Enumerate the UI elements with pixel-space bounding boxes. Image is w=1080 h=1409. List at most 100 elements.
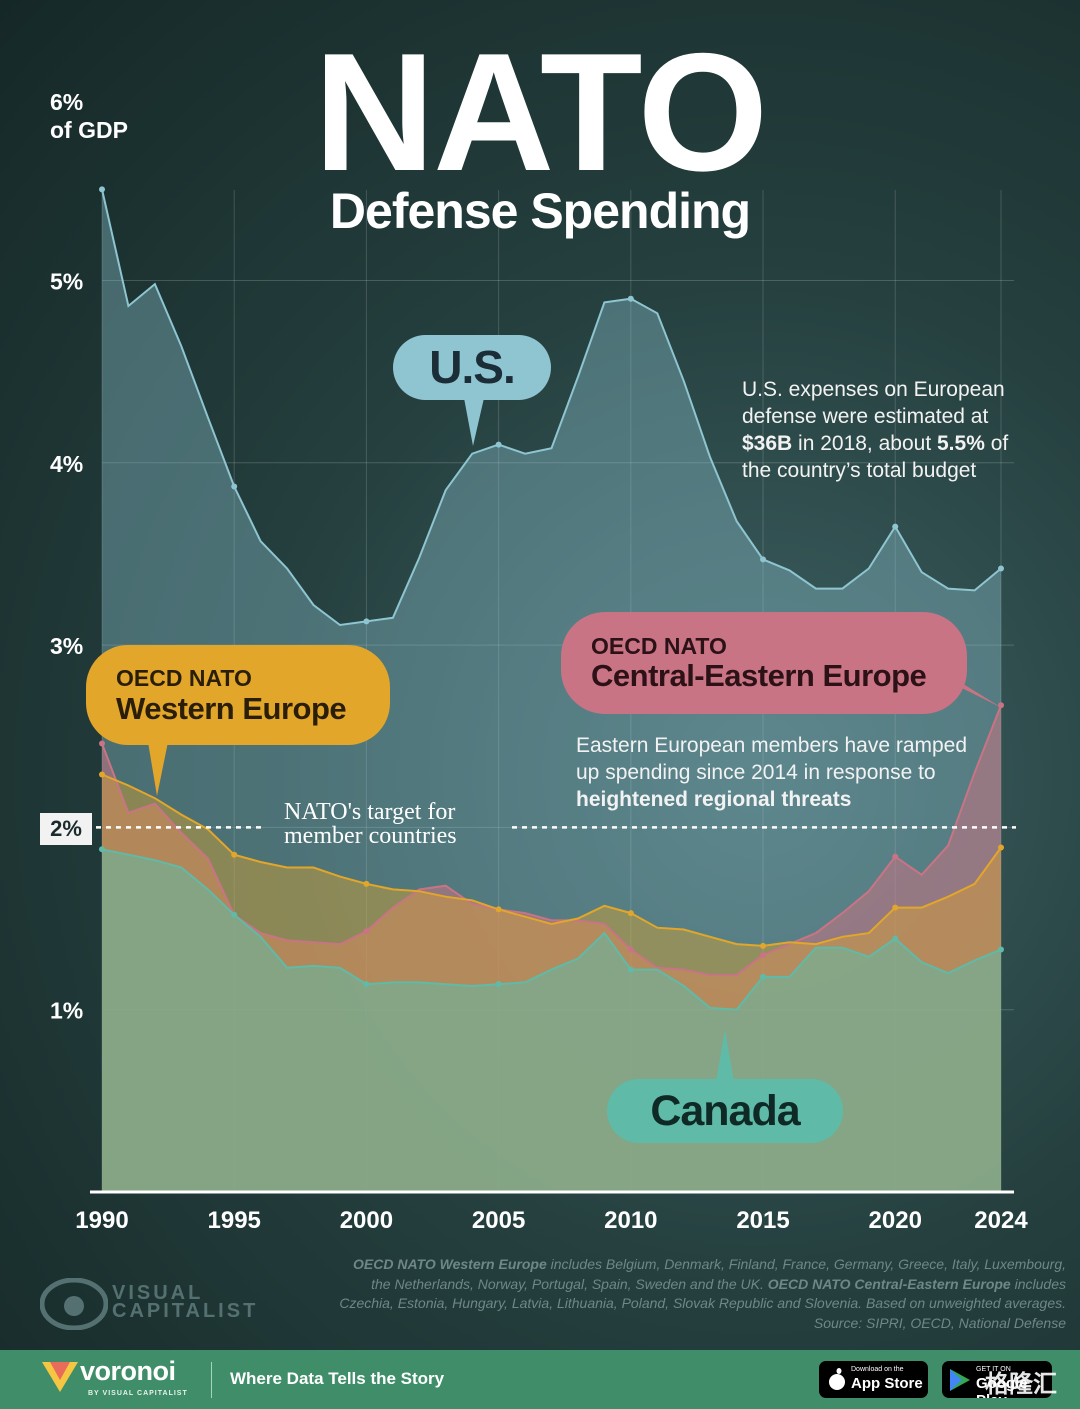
google-play-button[interactable]: GET IT ON Google Play: [942, 1361, 1052, 1398]
footnote-cee-term: OECD NATO Central-Eastern Europe: [767, 1275, 1011, 1292]
data-point: [495, 441, 502, 448]
footnote-we-term: OECD NATO Western Europe: [353, 1256, 547, 1272]
us-label-pointer: [464, 398, 484, 446]
app-store-button[interactable]: Download on the App Store: [819, 1361, 928, 1398]
cee-note-line3: heightened regional threats: [576, 786, 967, 813]
us-annotation-note: U.S. expenses on European defense were e…: [742, 376, 1008, 484]
data-point: [892, 935, 899, 942]
x-tick-label: 2010: [604, 1207, 657, 1234]
chart-points: [99, 186, 1004, 988]
cee-annotation-note: Eastern European members have ramped up …: [576, 732, 967, 813]
western-europe-label-small: OECD NATO: [116, 665, 252, 691]
us-note-line1: U.S. expenses on European: [742, 378, 1005, 401]
us-note-line2: defense were estimated at: [742, 405, 989, 428]
footnote: OECD NATO Western Europe includes Belgiu…: [286, 1255, 1066, 1333]
data-point: [99, 740, 105, 747]
target-annotation-line2: member countries: [284, 823, 457, 849]
data-point: [363, 981, 370, 988]
data-point: [231, 483, 238, 490]
y-tick-label: 4%: [50, 451, 83, 477]
target-annotation-line1: NATO's target for: [284, 799, 456, 825]
central-eastern-europe-series-label: OECD NATO Central-Eastern Europe: [561, 612, 967, 714]
visual-capitalist-logo-icon: [40, 1278, 108, 1330]
watermark-line1: VISUAL: [112, 1282, 204, 1304]
footer-bar: voronoi BY VISUAL CAPITALIST Where Data …: [0, 1350, 1080, 1409]
series-area: [102, 189, 1001, 1193]
data-point: [495, 981, 502, 988]
x-tick-label: 2005: [472, 1207, 525, 1234]
series-line: [101, 189, 1002, 627]
data-point: [627, 946, 634, 953]
us-note-line4: the country’s total budget: [742, 459, 977, 482]
footer-tagline: Where Data Tells the Story: [230, 1369, 445, 1388]
cee-label-small: OECD NATO: [591, 633, 727, 659]
cee-label-pointer: [930, 672, 1002, 708]
data-point: [363, 618, 370, 625]
us-note-amount: $36B: [742, 432, 793, 455]
google-play-label: Google Play: [976, 1375, 1028, 1398]
x-tick-label: 2015: [736, 1207, 789, 1234]
us-note-mid: in 2018, about: [792, 432, 937, 455]
data-point: [231, 851, 238, 858]
us-series-label-text: U.S.: [429, 341, 515, 393]
data-point: [998, 702, 1004, 709]
voronoi-logo-icon: [42, 1362, 78, 1392]
y-tick-label: 5%: [50, 269, 83, 295]
data-point: [760, 973, 767, 980]
data-point: [627, 910, 634, 917]
data-point: [495, 906, 502, 913]
data-point: [231, 911, 238, 918]
chart-axes: 1% 3% 4% 5% 1990 1995 2000 2005 2010 2015 2020 2024: [50, 269, 1028, 1235]
y-axis-unit-text: of GDP: [50, 117, 128, 143]
canada-series-label: Canada: [607, 1079, 843, 1143]
cee-note-line1: Eastern European members have ramped: [576, 734, 968, 757]
app-store-small-text: Download on the: [851, 1366, 904, 1373]
y-axis-unit-label: 6% of GDP: [50, 88, 128, 144]
series-line: [101, 704, 1002, 977]
data-point: [99, 771, 105, 778]
y-tick-label: 1%: [50, 998, 83, 1024]
x-tick-label: 1990: [75, 1207, 128, 1234]
footnote-source: Source: SIPRI, OECD, National Defense: [813, 1314, 1066, 1331]
western-europe-series-label: OECD NATO Western Europe: [86, 645, 390, 745]
data-point: [998, 946, 1004, 953]
us-note-line3: $36B in 2018, about 5.5% of: [742, 430, 1008, 457]
x-tick-label: 2000: [340, 1207, 393, 1234]
footnote-line2: the Netherlands, Norway, Portugal, Spain…: [286, 1275, 1066, 1295]
data-point: [363, 880, 370, 887]
data-point: [363, 928, 370, 935]
google-play-small-text: GET IT ON: [976, 1366, 1011, 1373]
footnote-line3: Czechia, Estonia, Hungary, Latvia, Lithu…: [339, 1295, 1066, 1311]
data-point: [99, 846, 105, 853]
series-line: [101, 848, 1002, 1011]
overlay-watermark-text: 格隆汇: [985, 1371, 1057, 1398]
data-point: [99, 186, 105, 193]
footer-divider: [211, 1362, 212, 1398]
google-play-icon: [950, 1369, 970, 1391]
y-axis-unit-value: 6%: [50, 89, 84, 115]
data-point: [627, 966, 634, 973]
us-series-label: U.S.: [393, 335, 551, 400]
x-tick-label: 2024: [974, 1207, 1028, 1234]
data-point: [760, 556, 767, 563]
cee-label-big: Central-Eastern Europe: [591, 658, 927, 693]
cee-note-line2: up spending since 2014 in response to: [576, 761, 936, 784]
target-line-badge: 2%: [40, 813, 92, 845]
watermark-line2: CAPITALIST: [112, 1300, 259, 1322]
us-note-percent: 5.5%: [937, 432, 985, 455]
series-line: [101, 773, 1002, 947]
app-store-label: App Store: [851, 1375, 923, 1392]
voronoi-logo-text[interactable]: voronoi: [80, 1356, 176, 1386]
footnote-line1: OECD NATO Western Europe includes Belgiu…: [286, 1255, 1066, 1275]
x-tick-label: 2020: [869, 1207, 922, 1234]
data-point: [627, 295, 634, 302]
canada-label-pointer: [716, 1030, 734, 1082]
footnote-we-text: includes Belgium, Denmark, Finland, Fran…: [546, 1256, 1066, 1272]
voronoi-logo-subtext: BY VISUAL CAPITALIST: [88, 1390, 188, 1397]
western-europe-label-big: Western Europe: [116, 691, 347, 726]
us-note-end: of: [984, 432, 1009, 455]
footnote-we-text2: the Netherlands, Norway, Portugal, Spain…: [371, 1275, 768, 1292]
target-line-annotation: NATO's target for member countries: [284, 800, 457, 848]
western-europe-label-pointer: [148, 742, 168, 796]
chart-lines: [101, 189, 1002, 1011]
